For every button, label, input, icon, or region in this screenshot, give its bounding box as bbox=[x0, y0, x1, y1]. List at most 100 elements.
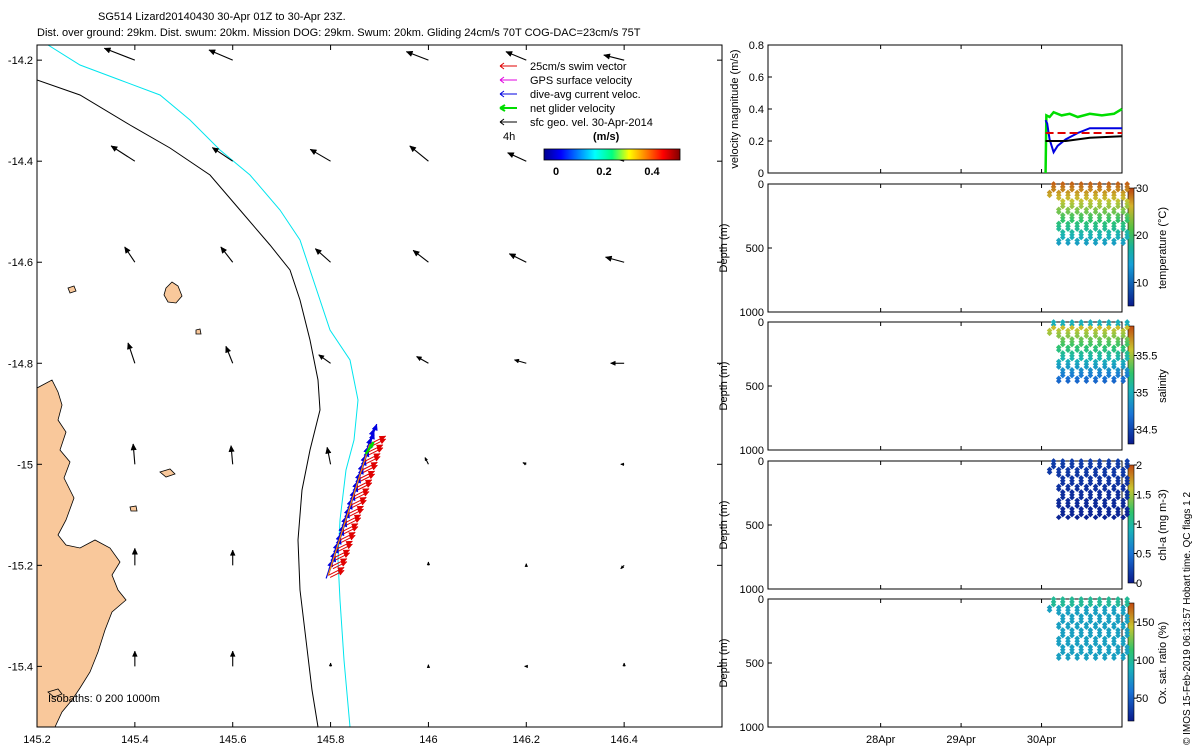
profile-sample-marker bbox=[1124, 217, 1130, 224]
profile-sample-marker bbox=[1069, 618, 1075, 625]
profile-sample-marker bbox=[1059, 494, 1066, 501]
sfc-vector-arrow-head bbox=[229, 650, 236, 657]
profile-sample-marker bbox=[1074, 378, 1080, 384]
colorbar-tick: 0.4 bbox=[644, 166, 660, 178]
profile-sample-marker bbox=[1069, 217, 1075, 224]
sfc-vector-arrow-head bbox=[603, 53, 611, 60]
profile-sample-marker bbox=[1124, 186, 1130, 193]
profile-sample-marker bbox=[1087, 203, 1094, 210]
velocity-y-axis: 0 0.2 0.4 0.6 0.8 bbox=[749, 40, 772, 180]
profile-colorbar bbox=[1127, 187, 1135, 307]
sfc-vector-arrow-head bbox=[127, 342, 133, 350]
profile-sample-marker bbox=[1074, 240, 1080, 246]
profile-sample-marker bbox=[1055, 624, 1062, 630]
profile-sample-marker bbox=[1111, 240, 1117, 246]
map-x-tick-label: 145.4 bbox=[121, 734, 149, 746]
profile-sample-marker bbox=[1087, 217, 1094, 224]
profile-sample-marker bbox=[1105, 480, 1112, 487]
profile-sample-marker bbox=[1115, 217, 1121, 224]
land-mainland bbox=[37, 379, 127, 727]
profile-sample-marker bbox=[1074, 641, 1080, 647]
profile-sample-marker bbox=[1069, 511, 1075, 518]
profile-sample-marker bbox=[1078, 324, 1084, 331]
profile-sample-marker bbox=[1092, 624, 1099, 630]
profile-sample-marker bbox=[1083, 378, 1090, 384]
profile-sample-marker bbox=[1092, 240, 1099, 246]
profile-sample-marker bbox=[1124, 618, 1130, 625]
profile-sample-marker bbox=[1059, 511, 1066, 518]
profile-panel-oxygen: 0 500 1000 Depth (m) 50 100 150 Ox. sat. ratio … bbox=[718, 594, 1169, 734]
sfc-vector-arrow-head bbox=[229, 549, 236, 556]
profile-sample-marker bbox=[1069, 186, 1075, 193]
profile-sample-marker bbox=[1074, 364, 1080, 370]
colorbar-label: salinity bbox=[1157, 369, 1169, 403]
profile-sample-marker bbox=[1059, 480, 1066, 487]
time-tick-label: 29Apr bbox=[946, 734, 976, 746]
profile-sample-marker bbox=[1092, 364, 1099, 370]
profile-sample-marker bbox=[1105, 234, 1112, 241]
profile-sample-marker bbox=[1074, 486, 1080, 492]
depth-tick-label: 0 bbox=[758, 594, 764, 606]
profile-colorbar bbox=[1127, 602, 1135, 722]
profile-sample-marker bbox=[1092, 641, 1099, 647]
profile-sample-marker bbox=[1065, 347, 1071, 353]
profile-sample-marker bbox=[1059, 355, 1066, 362]
velocity-y-tick-label: 0.8 bbox=[749, 40, 764, 52]
profile-sample-marker bbox=[1092, 333, 1099, 339]
profile-sample-marker bbox=[1074, 624, 1080, 630]
profile-sample-marker bbox=[1096, 632, 1103, 639]
colorbar-tick-label: 2 bbox=[1136, 460, 1142, 472]
swim-vector-arrow-head bbox=[365, 482, 373, 488]
profile-sample-marker bbox=[1092, 347, 1099, 353]
swim-vector-arrow-head bbox=[379, 438, 387, 445]
profile-sample-marker bbox=[1078, 463, 1084, 470]
profile-sample-marker bbox=[1096, 463, 1103, 470]
net-velocity-arrow-head bbox=[368, 441, 375, 448]
map-y-tick-label: -14.4 bbox=[8, 156, 33, 168]
map-panel: 145.2 145.4 145.6 145.8 146 146.2 146.4 -14.2-… bbox=[8, 44, 723, 746]
profile-sample-marker bbox=[1059, 372, 1066, 379]
profile-sample-marker bbox=[1069, 341, 1075, 348]
profile-sample-marker bbox=[1096, 203, 1103, 210]
profile-sample-marker bbox=[1101, 472, 1108, 478]
profile-sample-marker bbox=[1096, 618, 1103, 625]
profile-sample-marker bbox=[1101, 641, 1108, 647]
profile-sample-marker bbox=[1111, 226, 1117, 232]
profile-sample-marker bbox=[1124, 463, 1130, 470]
profile-sample-marker bbox=[1096, 234, 1103, 241]
profile-panel-chla: 0 500 1000 Depth (m) 0 0.5 1 1.5 2 chl-a (mg m-3) bbox=[718, 456, 1169, 596]
profile-sample-marker bbox=[1120, 624, 1126, 630]
profile-sample-marker bbox=[1111, 347, 1117, 353]
profile-sample-marker bbox=[1083, 240, 1090, 246]
profile-sample-marker bbox=[1115, 494, 1121, 501]
profile-sample-marker bbox=[1078, 511, 1084, 518]
colorbar-tick-label: 150 bbox=[1136, 617, 1154, 629]
profile-sample-marker bbox=[1065, 610, 1071, 616]
profile-sample-marker bbox=[1074, 503, 1080, 509]
profile-sample-marker bbox=[1120, 364, 1126, 370]
depth-tick-label: 0 bbox=[758, 317, 764, 329]
sfc-vector-arrow-head bbox=[325, 446, 332, 455]
profile-sample-marker bbox=[1055, 514, 1062, 521]
swim-vector-arrow-head bbox=[378, 435, 387, 442]
depth-axis-label: Depth (m) bbox=[718, 639, 730, 688]
depth-axis-label: Depth (m) bbox=[718, 224, 730, 273]
velocity-series-line bbox=[1044, 107, 1123, 174]
profile-sample-marker bbox=[1111, 364, 1117, 370]
profile-sample-marker bbox=[1059, 649, 1066, 656]
profile-sample-marker bbox=[1087, 372, 1094, 379]
swim-vector-arrow-head bbox=[356, 505, 365, 512]
profile-sample-marker bbox=[1059, 601, 1066, 608]
profile-sample-marker bbox=[1092, 503, 1099, 509]
profile-sample-marker bbox=[1055, 486, 1062, 492]
profile-sample-marker bbox=[1050, 324, 1057, 331]
profile-sample-marker bbox=[1120, 655, 1126, 661]
depth-tick-label: 1000 bbox=[740, 445, 764, 457]
profile-sample-marker bbox=[1124, 203, 1130, 210]
profile-sample-marker bbox=[1115, 341, 1121, 348]
profile-sample-marker bbox=[1074, 514, 1080, 521]
profile-sample-marker bbox=[1120, 503, 1126, 509]
profile-sample-marker bbox=[1115, 324, 1121, 331]
map-y-tick-label: -14.6 bbox=[8, 257, 33, 269]
profile-sample-marker bbox=[1069, 649, 1075, 656]
